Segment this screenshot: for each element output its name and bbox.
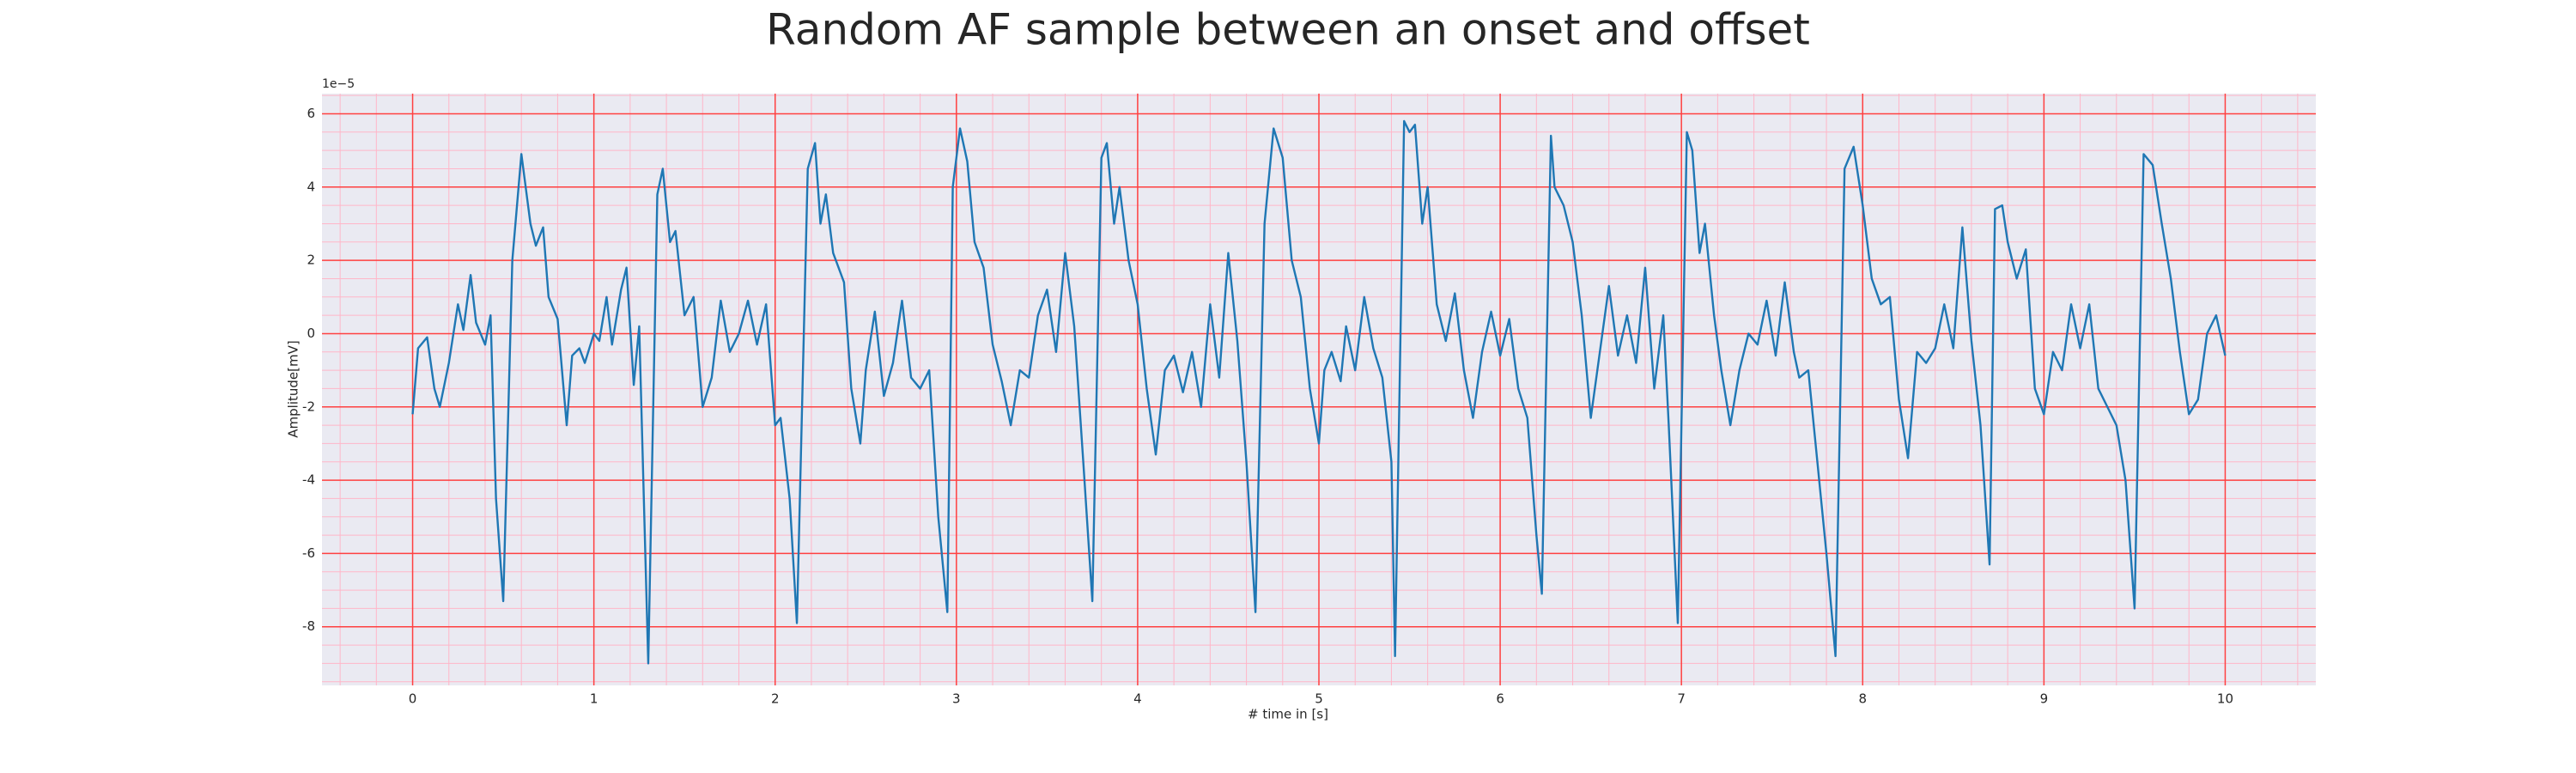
y-tick-label: 6 <box>307 106 315 121</box>
x-tick-label: 10 <box>2217 691 2233 707</box>
y-tick-label: -6 <box>302 545 315 561</box>
y-tick-label: 4 <box>307 179 315 194</box>
y-tick-label: -8 <box>302 618 315 634</box>
x-tick-label: 3 <box>952 691 961 707</box>
y-tick-label: -4 <box>302 472 315 488</box>
y-tick-label: 0 <box>307 326 315 341</box>
x-axis-label: # time in [s] <box>1248 707 1328 722</box>
line-series <box>411 119 2227 665</box>
x-tick-label: 6 <box>1496 691 1504 707</box>
chart-title: Random AF sample between an onset and of… <box>766 5 1810 55</box>
x-tick-label: 1 <box>590 691 598 707</box>
x-tick-label: 0 <box>409 691 417 707</box>
x-tick-label: 8 <box>1858 691 1867 707</box>
x-tick-label: 4 <box>1133 691 1142 707</box>
y-tick-label: -2 <box>302 399 315 414</box>
y-offset-label: 1e−5 <box>322 77 355 91</box>
x-tick-label: 2 <box>771 691 780 707</box>
y-tick-label: 2 <box>307 253 315 268</box>
y-axis-label: Amplitude[mV] <box>286 340 301 437</box>
x-tick-label: 5 <box>1315 691 1323 707</box>
x-tick-label: 9 <box>2040 691 2049 707</box>
x-tick-label: 7 <box>1677 691 1686 707</box>
